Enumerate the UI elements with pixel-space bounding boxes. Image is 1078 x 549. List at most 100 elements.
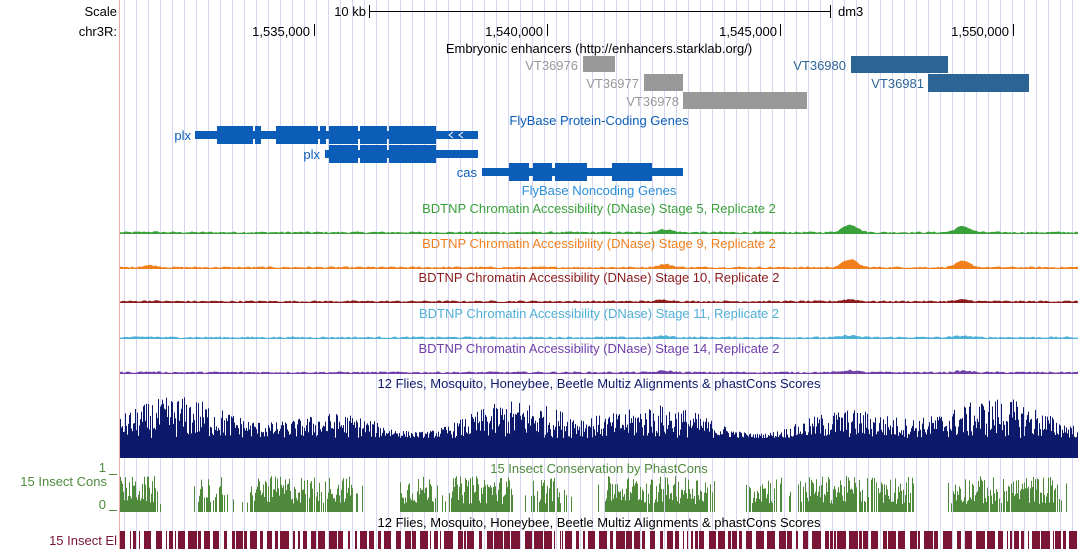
- multiz-bar: [1028, 411, 1029, 458]
- multiz-track-title[interactable]: 12 Flies, Mosquito, Honeybee, Beetle Mul…: [377, 376, 821, 391]
- multiz-bar: [384, 430, 385, 458]
- chrom-label: chr3R:: [78, 24, 117, 39]
- axis-tick: [109, 510, 117, 511]
- conserved-element: [728, 531, 731, 549]
- conserved-elements-track[interactable]: [120, 531, 1078, 549]
- dnase-signal-track[interactable]: [120, 357, 1078, 374]
- dnase-track-title[interactable]: BDTNP Chromatin Accessibility (DNase) St…: [418, 306, 780, 321]
- multiz-bar: [1027, 415, 1028, 458]
- multiz-bar: [822, 418, 823, 458]
- multiz-bar: [656, 430, 657, 458]
- multiz-bar: [937, 417, 938, 458]
- enhancer-label[interactable]: VT36980: [793, 58, 846, 73]
- multiz-bar: [460, 419, 461, 458]
- phastcons-bar: [278, 488, 279, 512]
- enhancer-feature[interactable]: [644, 74, 683, 91]
- multiz-bar: [601, 429, 602, 458]
- multiz-bar: [478, 423, 479, 458]
- multiz-bar: [538, 432, 539, 458]
- dnase-track-title[interactable]: BDTNP Chromatin Accessibility (DNase) St…: [422, 201, 776, 216]
- phastcons-bar: [227, 494, 228, 512]
- dnase-signal-track[interactable]: [120, 252, 1078, 269]
- phastcons-bar: [811, 479, 812, 512]
- dnase-track-title[interactable]: BDTNP Chromatin Accessibility (DNase) St…: [418, 341, 780, 356]
- dnase-track-title[interactable]: BDTNP Chromatin Accessibility (DNase) St…: [418, 270, 780, 285]
- phastcons-bar: [347, 492, 348, 512]
- enhancer-label[interactable]: VT36977: [586, 76, 639, 91]
- multiz-bar: [864, 433, 865, 458]
- multiz-bar: [781, 432, 782, 458]
- flybase-noncoding-track-title[interactable]: FlyBase Noncoding Genes: [521, 183, 677, 198]
- enhancer-label[interactable]: VT36976: [525, 58, 578, 73]
- multiz-bar: [919, 420, 920, 458]
- enhancer-label[interactable]: VT36978: [626, 94, 679, 109]
- phastcons-bar: [819, 485, 820, 512]
- conserved-element: [732, 531, 737, 549]
- enhancer-feature[interactable]: [851, 56, 948, 73]
- enhancer-label[interactable]: VT36981: [871, 76, 924, 91]
- flybase-coding-track-title[interactable]: FlyBase Protein-Coding Genes: [509, 113, 689, 128]
- phastcons-bar: [416, 502, 417, 512]
- enhancer-feature[interactable]: [683, 92, 807, 109]
- gene-model[interactable]: [482, 163, 683, 181]
- multiz-bar: [148, 403, 149, 458]
- enhancer-feature[interactable]: [583, 56, 615, 72]
- multiz-bar: [262, 432, 263, 458]
- multiz-bar: [424, 436, 425, 458]
- enhancers-track-title[interactable]: Embryonic enhancers (http://enhancers.st…: [445, 41, 753, 56]
- gene-model[interactable]: [195, 126, 478, 144]
- conserved-element: [667, 531, 673, 549]
- multiz-bar: [402, 435, 403, 458]
- dnase-signal-track[interactable]: [120, 217, 1078, 234]
- multiz-bar: [344, 432, 345, 458]
- conserved-element: [250, 531, 257, 549]
- phastcons-bar: [268, 486, 269, 512]
- multiz-bar: [725, 427, 726, 458]
- phastcons-bar: [897, 499, 898, 512]
- conserved-element: [1041, 531, 1050, 549]
- phastcons-bar: [151, 493, 152, 512]
- multiz-bar: [888, 427, 889, 458]
- gene-model[interactable]: [325, 145, 478, 163]
- elements-track-title[interactable]: 12 Flies, Mosquito, Honeybee, Beetle Mul…: [377, 515, 821, 530]
- multiz-bar: [1050, 415, 1051, 458]
- dnase-track-title[interactable]: BDTNP Chromatin Accessibility (DNase) St…: [422, 236, 776, 251]
- multiz-bar: [198, 403, 199, 458]
- phastcons-bar: [752, 503, 753, 512]
- conserved-element: [244, 531, 247, 549]
- dnase-signal-track[interactable]: [120, 322, 1078, 339]
- multiz-bar: [597, 432, 598, 458]
- enhancer-feature[interactable]: [928, 74, 1029, 92]
- multiz-bar: [708, 422, 709, 458]
- multiz-bar: [584, 431, 585, 458]
- multiz-bar: [1008, 435, 1009, 458]
- phastcons-track-title[interactable]: 15 Insect Conservation by PhastCons: [490, 461, 708, 476]
- multiz-bar: [308, 432, 309, 458]
- phastcons-bar: [408, 484, 409, 512]
- multiz-bar: [853, 413, 854, 458]
- multiz-bar: [333, 428, 334, 458]
- gene-label[interactable]: cas: [456, 165, 477, 180]
- multiz-bar: [964, 406, 965, 458]
- phastcons-bar: [883, 502, 884, 512]
- elements-side-label[interactable]: 15 Insect El: [49, 533, 117, 548]
- phastcons-bar: [472, 476, 473, 512]
- gene-label[interactable]: plx: [303, 147, 320, 162]
- dnase-signal-track[interactable]: [120, 286, 1078, 303]
- phastcons-side-label[interactable]: 15 Insect Cons: [20, 474, 107, 489]
- multiz-bar: [857, 412, 858, 458]
- phastcons-bar: [672, 499, 673, 512]
- gene-label[interactable]: plx: [174, 128, 191, 143]
- phastcons-bar: [554, 477, 555, 512]
- phastcons-bar: [827, 491, 828, 512]
- phastcons-score-track[interactable]: [120, 476, 1078, 512]
- multiz-bar: [723, 429, 724, 458]
- phastcons-bar: [640, 486, 641, 512]
- multiz-conservation-track[interactable]: [120, 392, 1078, 458]
- conserved-element: [133, 531, 136, 549]
- conserved-element: [560, 531, 561, 549]
- multiz-bar: [578, 430, 579, 458]
- multiz-bar: [1010, 402, 1011, 458]
- phastcons-bar: [490, 485, 491, 512]
